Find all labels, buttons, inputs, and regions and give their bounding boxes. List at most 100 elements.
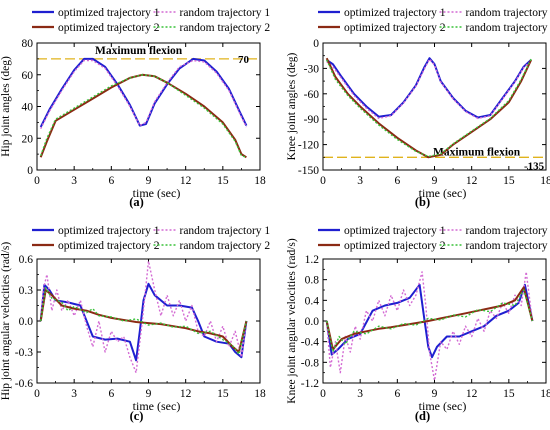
series-b-3 <box>325 57 533 159</box>
panel-b: Maximum flexion-135 0 3 6 9 12 15 18 -150 -120 -90… <box>286 38 550 209</box>
plot-frame-d <box>322 258 547 384</box>
ylabel-d: Knee joint angular velocities (rad/s) <box>286 238 298 404</box>
series-d-2 <box>326 271 534 382</box>
xtick-label-a-9: 9 <box>146 175 152 187</box>
ytick-label-d-5: 0.8 <box>305 275 320 287</box>
legend-label-b-4: random trajectory 2 <box>466 22 550 34</box>
xtick-label-a-18: 18 <box>254 175 266 187</box>
max-flexion-label-a: Maximum flexion <box>95 45 183 57</box>
ytick-label-c-4: 0.6 <box>19 254 34 266</box>
legend-label-c-2: random trajectory 1 <box>180 225 271 237</box>
xtick-label-d-0: 0 <box>320 388 326 400</box>
ylabel-c: Hip joint angular velocities (rad/s) <box>0 242 12 401</box>
ytick-label-a-4: 80 <box>22 38 34 50</box>
ytick-label-c-2: 0.0 <box>19 316 34 328</box>
ytick-label-d-3: 0.0 <box>305 316 320 328</box>
xtick-label-b-15: 15 <box>503 175 515 187</box>
series-b-2 <box>326 58 532 120</box>
ytick-label-c-0: -0.6 <box>15 378 33 390</box>
ytick-label-b-5: 0 <box>313 38 319 50</box>
xtick-label-d-3: 3 <box>357 388 363 400</box>
xtick-label-c-9: 9 <box>146 388 152 400</box>
xtick-label-c-15: 15 <box>217 388 229 400</box>
xtick-label-d-6: 6 <box>394 388 400 400</box>
ytick-label-a-3: 60 <box>22 70 34 82</box>
xlabel-b: time (sec) <box>419 186 467 200</box>
series-a-2 <box>40 59 248 130</box>
legend-label-d-1: optimized trajectory 1 <box>344 225 446 237</box>
series-c-2 <box>40 260 248 374</box>
xtick-label-d-12: 12 <box>466 388 478 400</box>
panel-label-a: (a) <box>129 195 144 209</box>
panel-label-c: (c) <box>130 409 144 423</box>
ytick-label-a-2: 40 <box>22 102 34 114</box>
xtick-label-b-18: 18 <box>540 175 550 187</box>
legend-label-b-2: random trajectory 1 <box>466 7 550 19</box>
xtick-label-a-12: 12 <box>180 175 192 187</box>
panel-c: 0 3 6 9 12 15 18 -0.6 -0.3 0.0 0.3 0.6 time (sec) Hip… <box>0 242 266 423</box>
legend-label-a-2: random trajectory 1 <box>180 7 271 19</box>
series-d-3 <box>325 286 534 351</box>
ylabel-b: Knee joint angles (deg) <box>286 53 298 161</box>
legend-label-b-1: optimized trajectory 1 <box>344 7 446 19</box>
ytick-label-b-1: -120 <box>298 140 319 152</box>
xtick-label-d-18: 18 <box>540 388 550 400</box>
xtick-label-d-9: 9 <box>432 388 438 400</box>
xtick-label-b-0: 0 <box>320 175 326 187</box>
series-a-3 <box>39 73 247 159</box>
xtick-label-a-15: 15 <box>217 175 229 187</box>
plot-frame-c <box>36 258 261 384</box>
ytick-label-d-6: 1.2 <box>305 254 320 266</box>
legend-label-a-3: optimized trajectory 2 <box>58 22 160 34</box>
xlabel-a: time (sec) <box>133 186 181 200</box>
ytick-label-b-0: -150 <box>298 165 319 177</box>
xtick-label-c-18: 18 <box>254 388 266 400</box>
ytick-label-d-4: 0.4 <box>305 295 320 307</box>
max-flexion-label-b: Maximum flexion <box>433 146 521 158</box>
legend-label-c-1: optimized trajectory 1 <box>58 225 160 237</box>
series-c-4 <box>40 287 248 355</box>
xtick-label-a-0: 0 <box>34 175 40 187</box>
max-flexion-value-b: -135 <box>524 160 545 172</box>
xtick-label-c-0: 0 <box>34 388 40 400</box>
xtick-label-b-6: 6 <box>394 175 400 187</box>
xtick-label-c-12: 12 <box>180 388 192 400</box>
legend-label-d-4: random trajectory 2 <box>466 240 550 252</box>
xtick-label-c-6: 6 <box>108 388 114 400</box>
panel-label-d: (d) <box>415 409 430 423</box>
panel-d: 0 3 6 9 12 15 18 -1.2 -0.8 -0.4 0.0 0.4 0.8 1.2 time (… <box>286 238 550 423</box>
xlabel-c: time (sec) <box>133 399 181 413</box>
legend-label-b-3: optimized trajectory 2 <box>344 22 446 34</box>
xtick-label-b-9: 9 <box>432 175 438 187</box>
legend-label-c-4: random trajectory 2 <box>180 240 271 252</box>
panel-a: Maximum flexion 70 0 3 6 9 12 15 18 0 20 40 60 80 time… <box>0 38 266 209</box>
series-a-1 <box>39 57 248 128</box>
plot-frame-a <box>36 42 261 171</box>
xtick-label-c-3: 3 <box>71 388 77 400</box>
ytick-label-a-0: 0 <box>27 165 33 177</box>
xtick-label-a-3: 3 <box>71 175 77 187</box>
xtick-label-b-3: 3 <box>357 175 363 187</box>
ytick-label-b-3: -60 <box>304 89 320 101</box>
panel-label-b: (b) <box>415 195 430 209</box>
ytick-label-d-1: -0.8 <box>301 357 319 369</box>
legend-label-a-1: optimized trajectory 1 <box>58 7 160 19</box>
xtick-label-b-12: 12 <box>466 175 478 187</box>
max-flexion-value-a: 70 <box>238 54 250 66</box>
ytick-label-d-2: -0.4 <box>301 337 319 349</box>
xlabel-d: time (sec) <box>419 399 467 413</box>
ytick-label-a-1: 20 <box>22 133 34 145</box>
ytick-label-d-0: -1.2 <box>301 378 319 390</box>
legend-label-d-2: random trajectory 1 <box>466 225 550 237</box>
legend-label-d-3: optimized trajectory 2 <box>344 240 446 252</box>
series-b-4 <box>326 58 532 158</box>
ytick-label-b-2: -90 <box>304 114 320 126</box>
series-c-1 <box>39 282 248 362</box>
ytick-label-c-3: 0.3 <box>19 285 34 297</box>
legend-label-a-4: random trajectory 2 <box>180 22 271 34</box>
ytick-label-c-1: -0.3 <box>15 347 33 359</box>
xtick-label-d-15: 15 <box>503 388 515 400</box>
ytick-label-b-4: -30 <box>304 63 320 75</box>
ylabel-a: Hip joint angles (deg) <box>0 56 12 157</box>
